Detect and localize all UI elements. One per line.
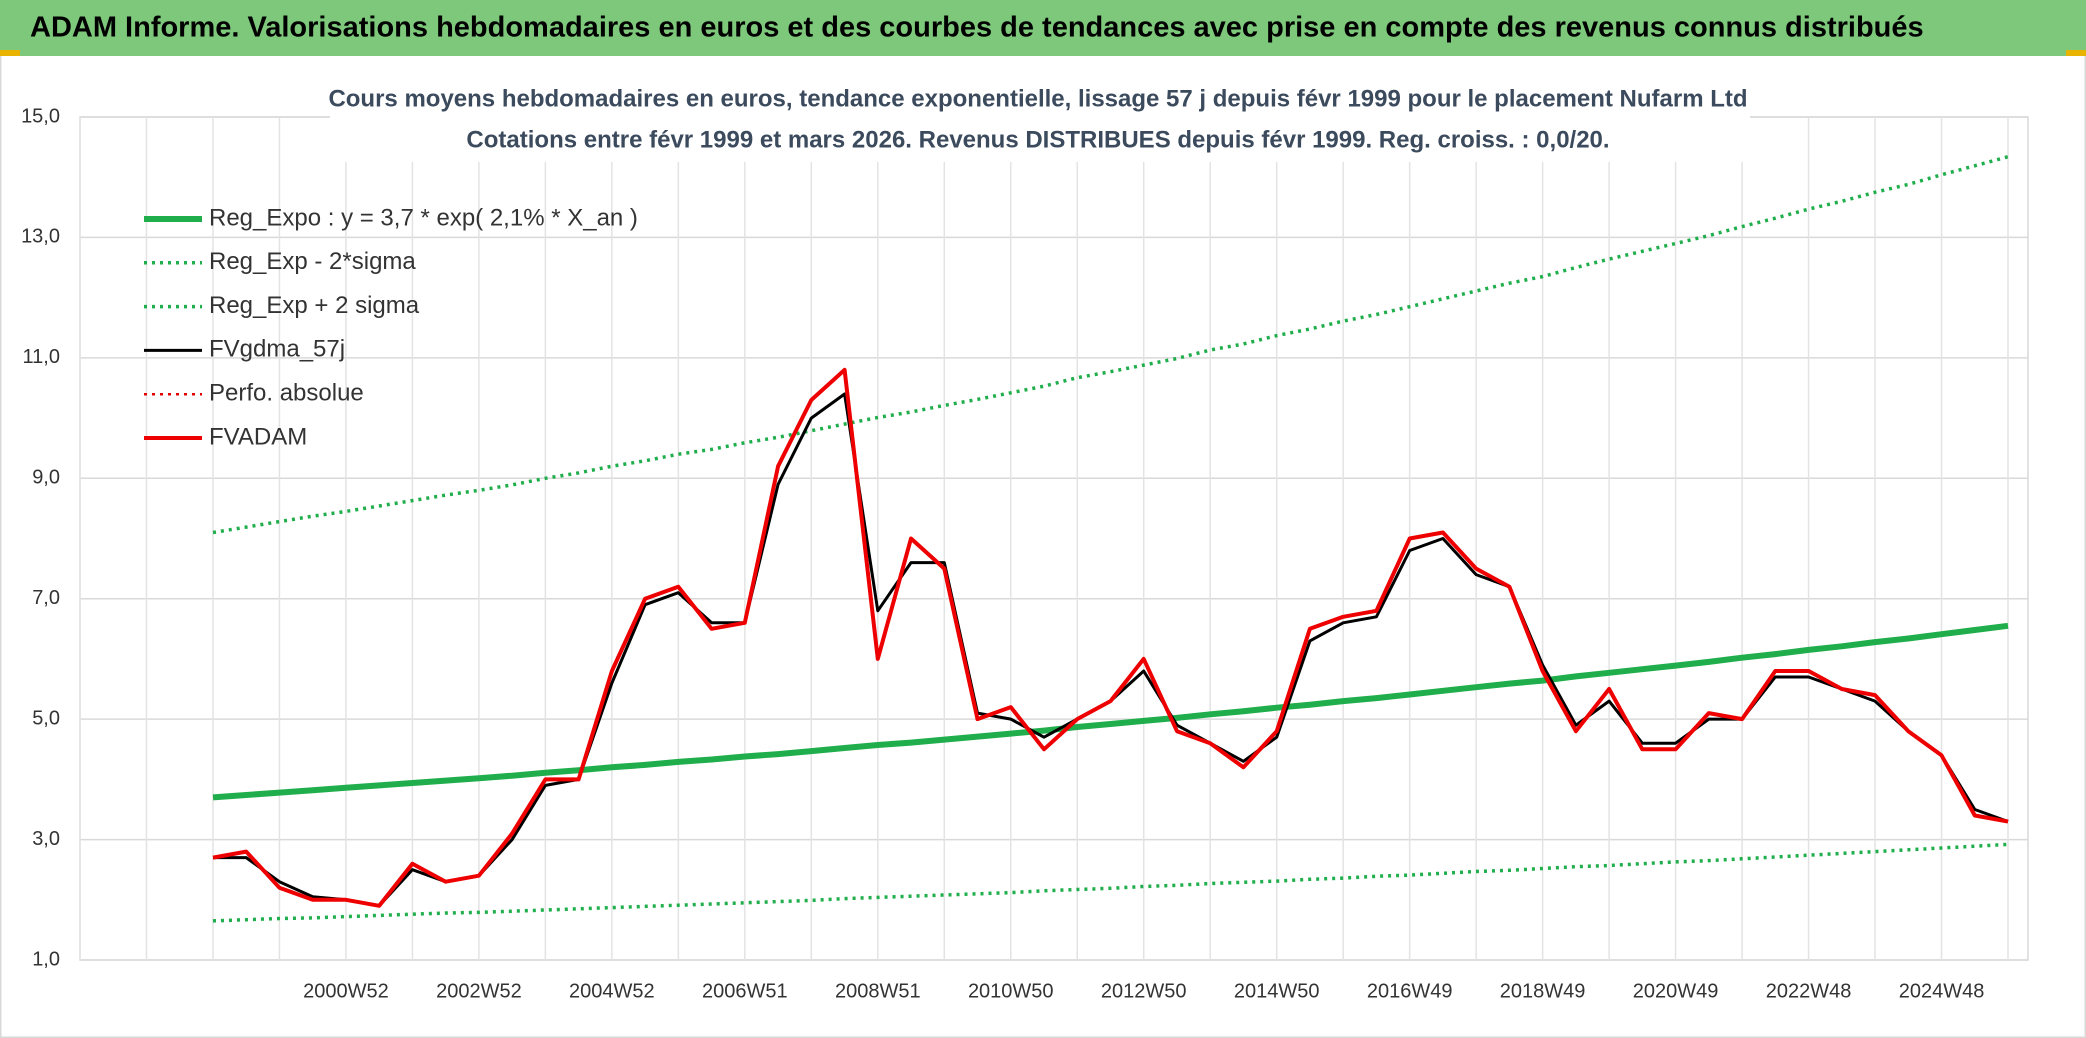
corner <box>2066 50 2086 56</box>
x-tick-label: 2016W49 <box>1367 980 1453 1002</box>
series-line <box>212 367 2009 908</box>
x-tick-label: 2018W49 <box>1500 980 1586 1002</box>
legend-label: FVADAM <box>209 423 307 450</box>
header-title: ADAM Informe. Valorisations hebdomadaire… <box>30 12 1924 44</box>
x-tick-label: 2008W51 <box>835 980 921 1002</box>
x-tick-label: 2004W52 <box>569 980 655 1002</box>
y-tick-label: 1,0 <box>32 948 60 970</box>
x-tick-label: 2020W49 <box>1633 980 1719 1002</box>
chart-subtitle: Cotations entre févr 1999 et mars 2026. … <box>466 126 1609 153</box>
grid: 1,0 3,0 5,0 7,0 9,0 11,0 13,0 15,0 2000W52 2002W5… <box>21 105 2029 1002</box>
plot <box>212 155 2009 923</box>
legend: Reg_Expo : y = 3,7 * exp( 2,1% * X_an ) R… <box>144 204 638 450</box>
legend-label: Reg_Exp + 2 sigma <box>209 292 420 319</box>
y-tick-label: 9,0 <box>32 467 60 489</box>
y-tick-label: 5,0 <box>32 707 60 729</box>
header-bar <box>0 0 2086 56</box>
y-tick-label: 11,0 <box>23 346 60 368</box>
x-tick-label: 2024W48 <box>1899 980 1985 1002</box>
legend-label: Reg_Exp - 2*sigma <box>209 248 416 275</box>
y-tick-label: 3,0 <box>32 828 60 850</box>
corner <box>0 50 20 56</box>
x-tick-label: 2002W52 <box>436 980 522 1002</box>
series-line <box>212 622 2009 801</box>
legend-label: Reg_Expo : y = 3,7 * exp( 2,1% * X_an ) <box>209 204 638 231</box>
legend-label: FVgdma_57j <box>209 336 345 363</box>
x-tick-label: 2000W52 <box>303 980 389 1002</box>
series-line <box>212 155 2009 535</box>
legend-label: Perfo. absolue <box>209 380 364 407</box>
y-tick-label: 15,0 <box>21 105 60 127</box>
chart-title: Cours moyens hebdomadaires en euros, ten… <box>328 85 1747 112</box>
x-tick-label: 2012W50 <box>1101 980 1187 1002</box>
y-tick-label: 7,0 <box>32 587 60 609</box>
x-tick-label: 2006W51 <box>702 980 788 1002</box>
x-tick-label: 2022W48 <box>1766 980 1852 1002</box>
y-tick-label: 13,0 <box>21 226 60 248</box>
title-bg <box>330 80 1750 162</box>
series-line <box>212 842 2009 923</box>
x-tick-label: 2010W50 <box>968 980 1054 1002</box>
x-tick-label: 2014W50 <box>1234 980 1320 1002</box>
